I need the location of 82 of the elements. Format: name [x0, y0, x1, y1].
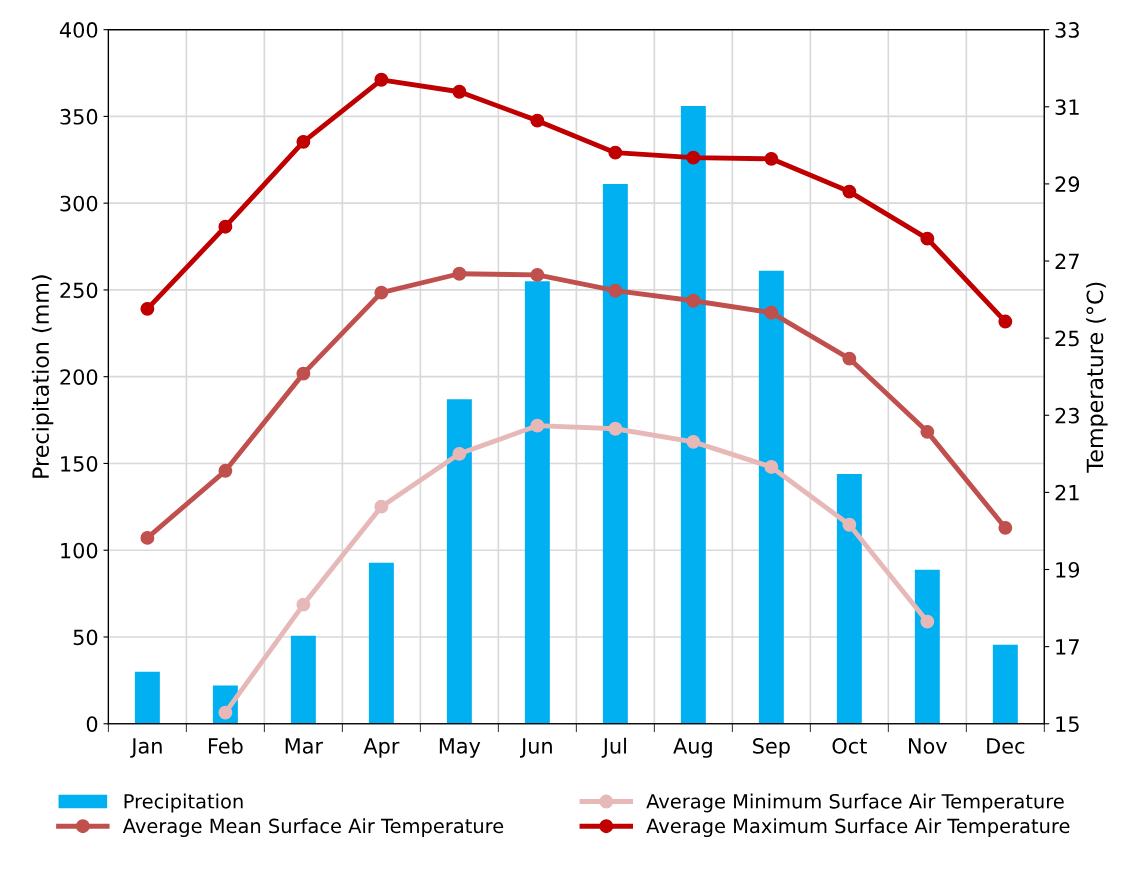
point: [296, 366, 311, 381]
x-tick-label: Dec: [987, 738, 1025, 754]
x-tick-label: Jan: [130, 738, 162, 758]
point: [920, 231, 935, 246]
y2-tick-label: 29: [1055, 176, 1080, 193]
point: [374, 285, 389, 300]
point: [608, 145, 623, 160]
bar: [836, 473, 862, 724]
y-tick-label: 350: [60, 108, 98, 125]
point: [608, 421, 623, 436]
x-tick-label: Jun: [520, 738, 552, 758]
y-tick-label: 50: [73, 629, 98, 646]
point: [530, 418, 545, 433]
point: [998, 520, 1013, 535]
legend-label: Average Maximum Surface Air Temperature: [646, 818, 1070, 838]
bar: [446, 399, 472, 724]
bar: [134, 671, 160, 724]
y-axis-title: Precipitation (mm): [31, 275, 54, 478]
x-tick-label: Oct: [832, 738, 867, 754]
y2-tick-label: 33: [1055, 22, 1079, 38]
y-tick-label: 0: [86, 716, 98, 732]
point: [686, 150, 701, 165]
point: [218, 705, 233, 720]
bar: [290, 635, 316, 724]
y2-axis-title: Temperature (°C): [1086, 282, 1108, 473]
bar: [680, 106, 706, 724]
y2-tick-label: 27: [1055, 253, 1079, 269]
legend-label: Average Mean Surface Air Temperature: [122, 818, 504, 838]
y-tick-label: 100: [61, 542, 98, 559]
y-tick-label: 150: [61, 455, 98, 472]
bar: [368, 562, 394, 724]
point: [842, 184, 857, 199]
bar: [602, 184, 628, 724]
point: [452, 446, 467, 461]
point: [140, 301, 155, 316]
bar: [524, 281, 550, 724]
point: [608, 283, 623, 298]
point: [920, 614, 935, 629]
x-tick-label: Sep: [753, 738, 790, 758]
point: [452, 266, 467, 281]
y2-tick-label: 17: [1056, 639, 1079, 655]
x-tick-label: Jul: [601, 737, 626, 758]
legend-label: Average Minimum Surface Air Temperature: [646, 793, 1064, 813]
y-tick-label: 300: [60, 195, 98, 212]
y-tick-label: 400: [59, 22, 98, 38]
y-tick-label: 250: [60, 282, 98, 299]
x-tick-label: May: [439, 738, 481, 758]
bar: [758, 270, 784, 724]
point: [998, 314, 1013, 329]
y2-tick-label: 21: [1055, 484, 1079, 501]
point: [296, 134, 311, 149]
point: [686, 434, 701, 449]
point: [374, 499, 389, 514]
y-tick-label: 200: [60, 369, 98, 385]
y2-tick-label: 19: [1056, 561, 1080, 578]
point: [842, 517, 857, 532]
legend-label: Precipitation: [124, 793, 243, 813]
point: [920, 424, 935, 439]
point: [530, 267, 545, 282]
point: [764, 459, 779, 474]
x-tick-label: Feb: [208, 737, 243, 754]
point: [764, 305, 779, 320]
point: [764, 151, 779, 166]
point: [686, 293, 701, 308]
y2-tick-label: 25: [1055, 330, 1079, 347]
x-tick-label: Apr: [363, 738, 400, 758]
x-tick-label: Aug: [673, 738, 712, 758]
y2-tick-label: 23: [1055, 407, 1079, 424]
point: [140, 530, 155, 545]
bar: [992, 644, 1018, 724]
point: [218, 219, 233, 234]
y2-tick-label: 31: [1055, 99, 1079, 115]
y2-tick-label: 15: [1056, 716, 1079, 732]
x-tick-label: Nov: [909, 738, 948, 754]
bar: [914, 569, 940, 724]
point: [218, 463, 233, 478]
point: [842, 351, 857, 366]
point: [374, 72, 389, 87]
x-tick-label: Mar: [285, 738, 324, 754]
point: [530, 113, 545, 128]
point: [452, 84, 467, 99]
point: [296, 597, 311, 612]
